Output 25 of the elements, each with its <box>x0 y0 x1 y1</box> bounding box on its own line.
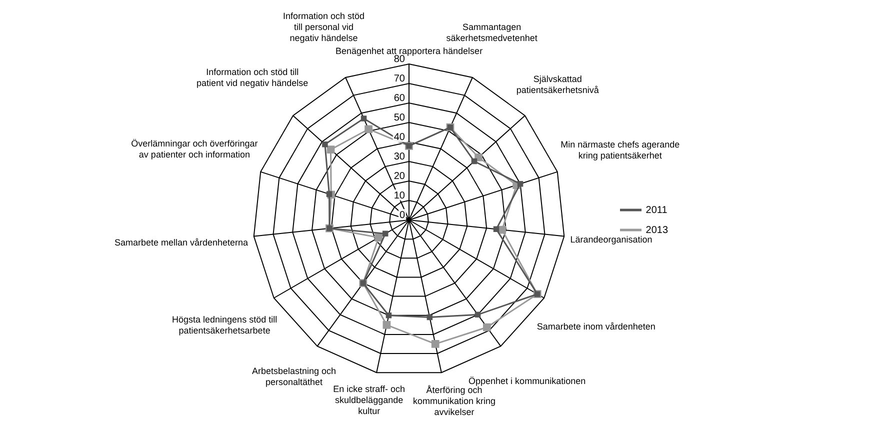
legend-label: 2013 <box>646 224 668 236</box>
spoke-label: Överlämningar och överföringar av patienter och information <box>131 138 258 160</box>
spoke-label: Samarbete mellan vårdenheterna <box>114 237 248 248</box>
y-tick-label: 30 <box>394 151 406 162</box>
spoke-label: Sammantagen säkerhetsmedvetenhet <box>446 22 538 43</box>
spoke-label: Öppenhet i kommunikationen <box>468 376 586 386</box>
spoke-label: Lärandeorganisation <box>570 234 652 245</box>
spoke-label: Min närmaste chefs agerande kring patientsäkerhet <box>560 139 680 160</box>
spoke-label: Information och stöd till patient vid negativ händelse <box>196 66 308 88</box>
y-tick-label: 60 <box>394 92 406 104</box>
spoke-label: Benägenhet att rapportera händelser <box>335 46 483 56</box>
spoke-label: Information och stöd till personal vid negativ händelse <box>282 10 365 43</box>
y-tick-label: 70 <box>394 73 406 84</box>
y-tick-label: 40 <box>394 132 406 143</box>
spoke-label: Samarbete inom vårdenheten <box>536 322 656 332</box>
spoke-label: Återföring och kommunikation kring avvikelser <box>412 385 496 418</box>
spoke-label: En icke straff- och skuldbeläggande kultur <box>333 384 406 416</box>
y-tick-label: 80 <box>394 54 406 65</box>
spoke-label: Självskattad patientsäkerhetsnivå <box>516 74 599 96</box>
y-tick-label: 50 <box>394 112 406 124</box>
y-tick-label: 10 <box>394 190 406 202</box>
legend-label: 2011 <box>646 204 668 216</box>
spoke-label: Högsta ledningens stöd till patientsäkerhetsarbete <box>172 314 278 336</box>
y-tick-label: 0 <box>399 210 406 221</box>
y-tick-label: 20 <box>394 170 406 182</box>
